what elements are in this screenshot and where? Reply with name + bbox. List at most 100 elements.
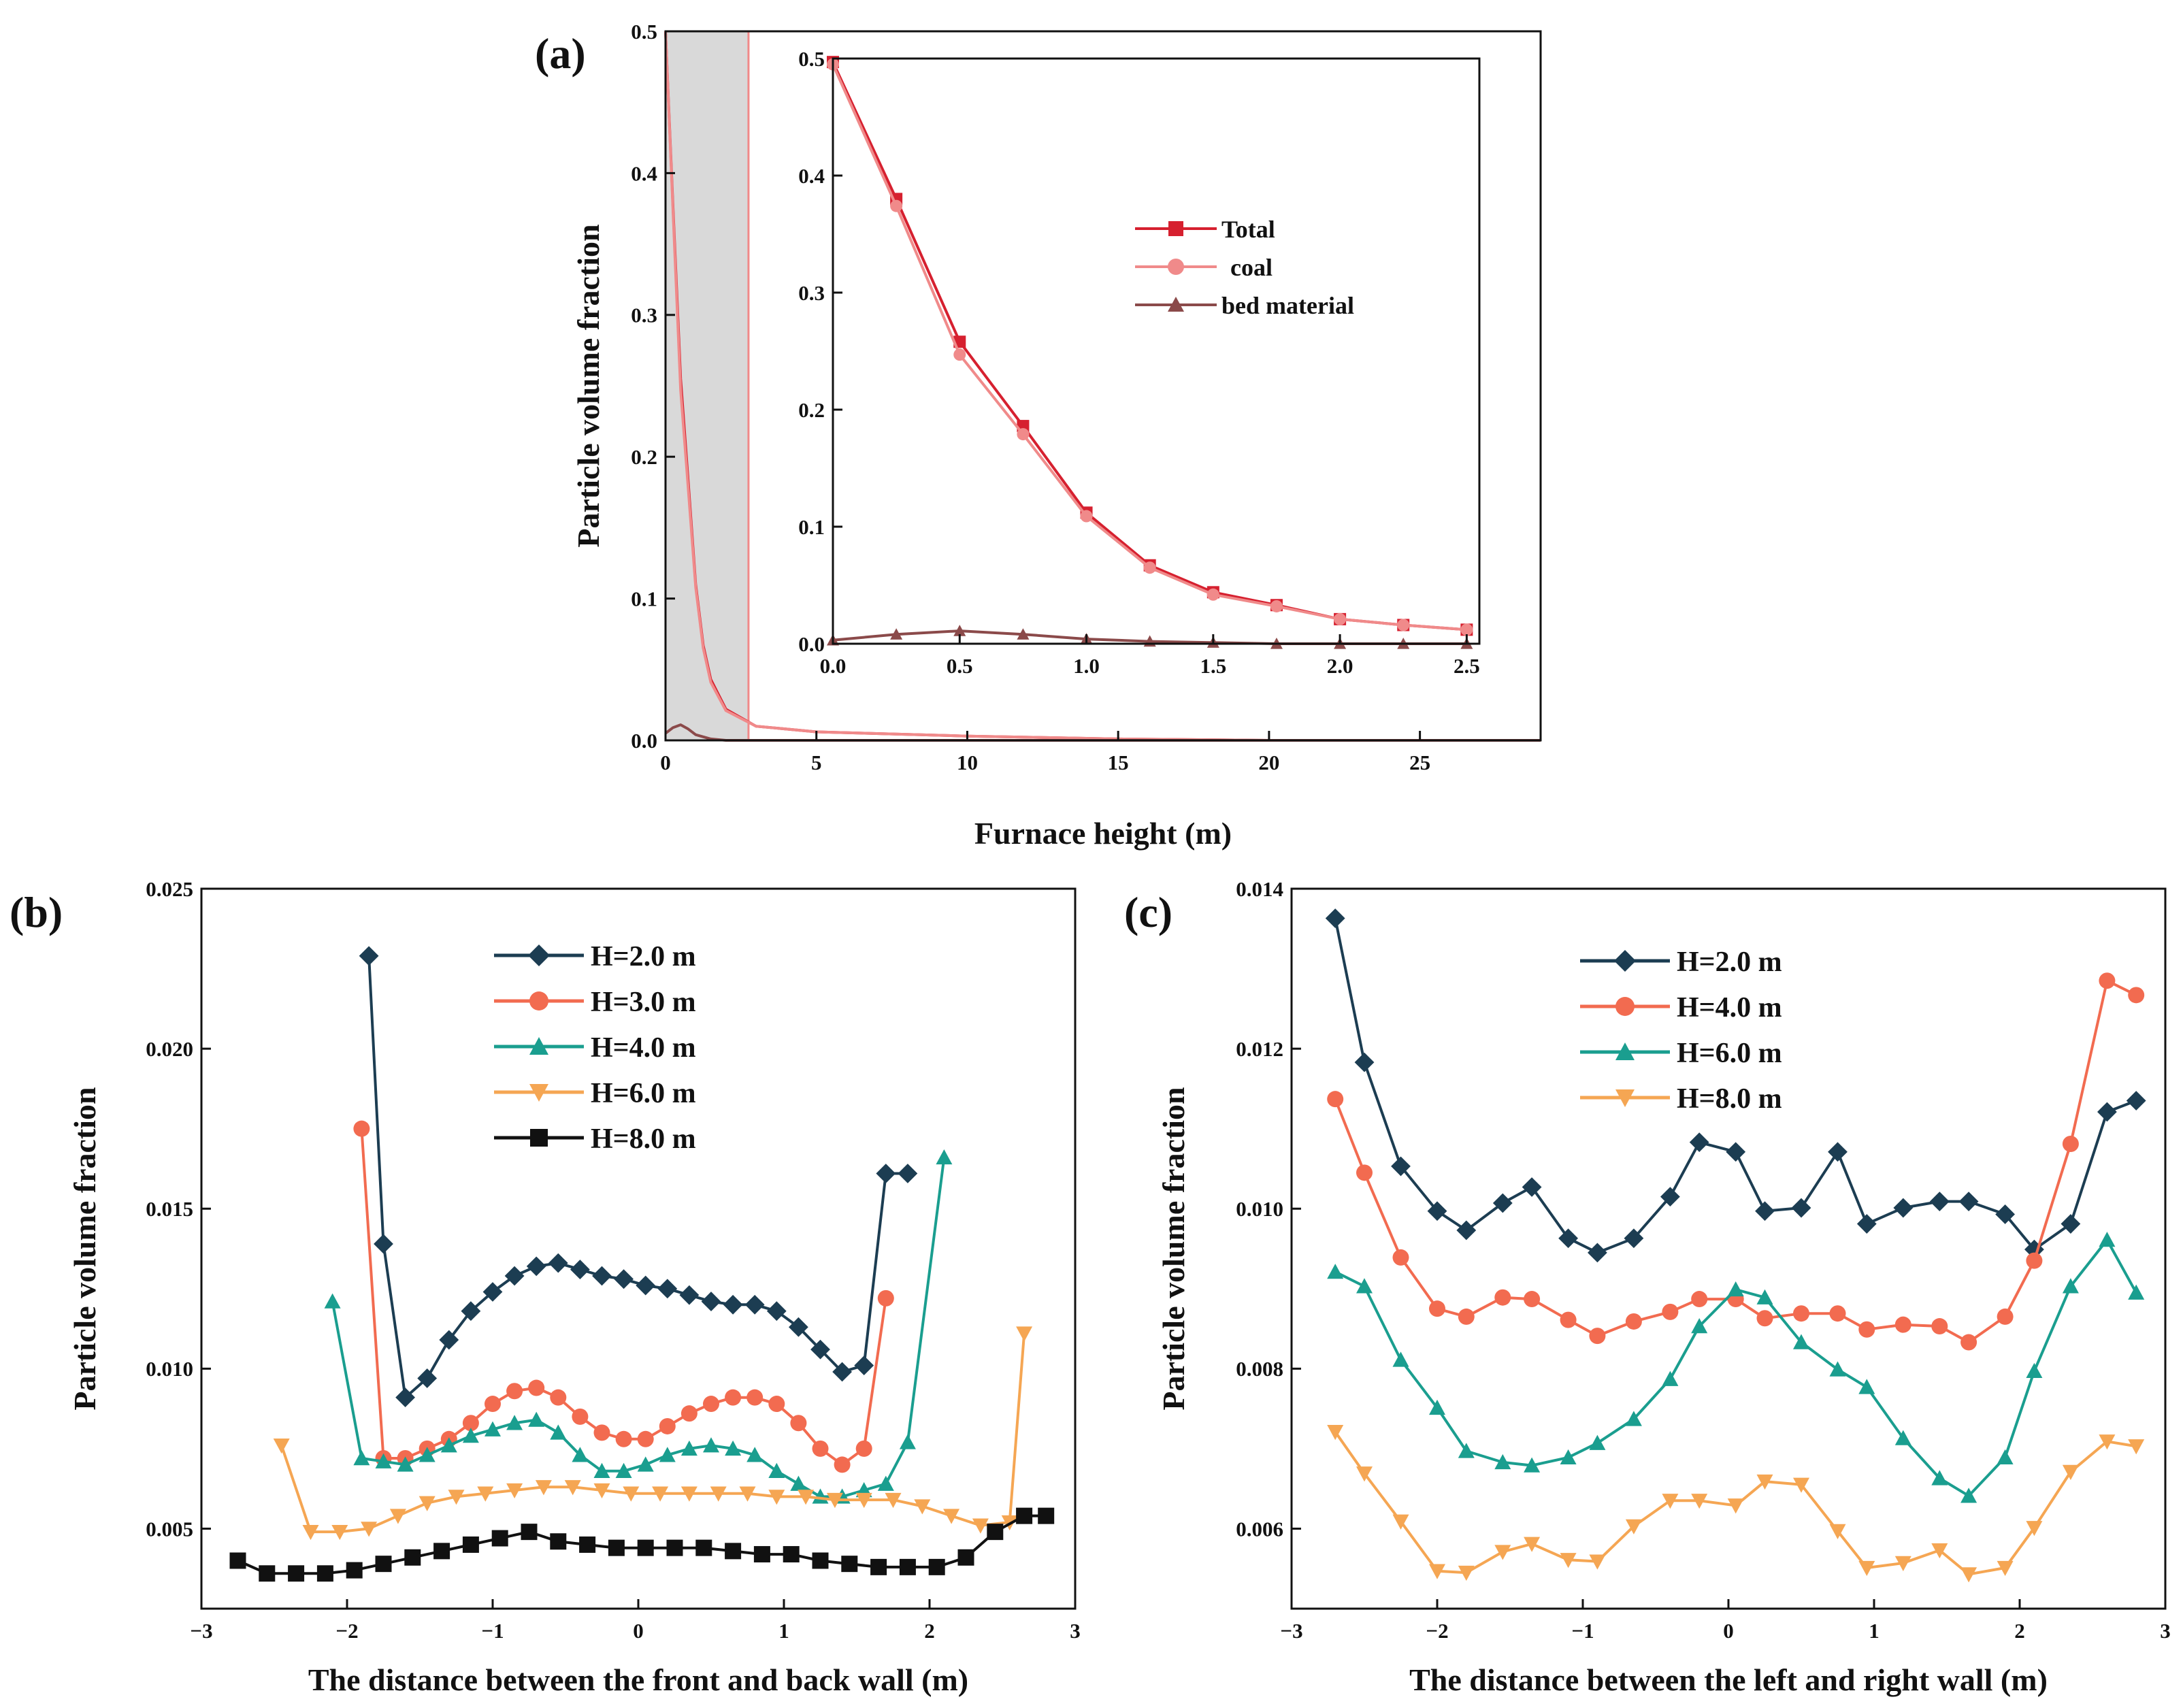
panel-c-point-h-2-0-m	[1558, 1228, 1578, 1249]
panel-c-point-h-6-0-m	[1327, 1264, 1344, 1279]
panel-c-point-h-8-0-m	[1931, 1543, 1948, 1559]
panel-c-ytick-label: 0.014	[1236, 877, 1283, 901]
panel-c-point-h-4-0-m	[1327, 1091, 1344, 1108]
panel-c-point-h-2-0-m	[1522, 1177, 1542, 1197]
panel-b-point-h-4-0-m	[899, 1434, 916, 1449]
inset-ytick-label: 0.4	[798, 164, 825, 188]
panel-b-ytick-label: 0.025	[146, 877, 193, 901]
panel-c-point-h-6-0-m	[1356, 1278, 1373, 1294]
panel-b-point-h-8-0-m	[288, 1565, 305, 1582]
panel-b-xtick-label: −3	[190, 1619, 212, 1643]
panel-b-point-h-6-0-m	[273, 1438, 290, 1454]
panel-c-point-h-8-0-m	[1894, 1556, 1911, 1571]
inset-point-coal	[1334, 612, 1347, 625]
panel-b-point-h-4-0-m	[746, 1447, 764, 1462]
panel-b-point-h-6-0-m	[710, 1486, 727, 1502]
legend-label-h2: H=2.0 m	[1677, 947, 1782, 978]
panel-b-point-h-3-0-m	[680, 1405, 697, 1422]
panel-c-point-h-4-0-m	[1589, 1328, 1606, 1345]
panel-b-point-h-6-0-m	[361, 1522, 378, 1537]
inset-ytick-label: 0.5	[798, 47, 825, 71]
panel-b-point-h-8-0-m	[666, 1539, 683, 1556]
panel-b-point-h-6-0-m	[972, 1518, 989, 1534]
panel-b-point-h-6-0-m	[477, 1486, 494, 1502]
legend-item-bed-material: bed material	[1135, 292, 1354, 319]
panel-c-point-h-6-0-m	[1829, 1361, 1846, 1377]
panel-b-point-h-6-0-m	[564, 1480, 581, 1496]
panel-b-point-h-8-0-m	[870, 1558, 887, 1575]
panel-c-point-h-2-0-m	[1893, 1198, 1914, 1218]
legend-item-h2: H=2.0 m	[1580, 947, 1782, 978]
inset-point-coal	[1017, 428, 1030, 441]
panel-b-point-h-2-0-m	[810, 1339, 830, 1360]
panel-c-point-h-6-0-m	[1560, 1449, 1577, 1465]
panel-c-point-h-8-0-m	[2026, 1521, 2043, 1537]
panel-c-point-h-2-0-m	[1929, 1192, 1950, 1212]
panel-b-xtick-label: −1	[481, 1619, 504, 1643]
inset-point-coal	[1207, 588, 1219, 601]
panel-c-point-h-8-0-m	[1458, 1565, 1475, 1581]
panel-c-point-h-8-0-m	[1356, 1466, 1373, 1482]
inset-point-coal	[1460, 623, 1473, 636]
panel-c-xtick-label: 3	[2160, 1619, 2171, 1643]
panel-a-ytick-label: 0.1	[631, 587, 657, 610]
panel-b-point-h-4-0-m	[485, 1421, 501, 1436]
panel-c-point-h-4-0-m	[1858, 1321, 1875, 1338]
panel-b-point-h-6-0-m	[739, 1486, 756, 1502]
panel-b-point-h-3-0-m	[746, 1389, 764, 1406]
legend-item-h6: H=6.0 m	[1580, 1038, 1782, 1069]
panel-b-point-h-8-0-m	[753, 1546, 770, 1563]
panel-c-ytick-label: 0.010	[1236, 1197, 1283, 1221]
panel-b-point-h-8-0-m	[404, 1549, 421, 1566]
panel-c-point-h-8-0-m	[2062, 1464, 2079, 1480]
panel-b-point-h-8-0-m	[957, 1549, 974, 1566]
panel-b-point-h-6-0-m	[448, 1490, 465, 1505]
panel-b-point-h-8-0-m	[375, 1556, 392, 1573]
panel-b-ytick-label: 0.020	[146, 1037, 193, 1061]
legend-label-h4: H=4.0 m	[1677, 992, 1782, 1023]
panel-c-xtick-label: 0	[1723, 1619, 1734, 1643]
legend-marker-triangle-down	[529, 1084, 548, 1102]
legend-marker-triangle	[1168, 297, 1184, 312]
panel-c-point-h-2-0-m	[1456, 1220, 1477, 1241]
panel-c-point-h-6-0-m	[1524, 1457, 1541, 1473]
panel-b-point-h-4-0-m	[506, 1415, 523, 1430]
panel-b-point-h-3-0-m	[572, 1408, 589, 1425]
panel-c-point-h-6-0-m	[1458, 1443, 1475, 1458]
panel-b-point-h-8-0-m	[725, 1543, 742, 1560]
panel-b-point-h-3-0-m	[506, 1383, 523, 1400]
panel-c-point-h-6-0-m	[1756, 1289, 1773, 1304]
panel-b-point-h-2-0-m	[504, 1266, 525, 1286]
panel-b-point-h-4-0-m	[462, 1428, 479, 1443]
panel-c-point-h-4-0-m	[1960, 1334, 1977, 1351]
panel-b-point-h-8-0-m	[783, 1546, 800, 1563]
panel-b-series-line-h-3-0-m	[360, 1128, 887, 1466]
panel-b-point-h-6-0-m	[855, 1492, 872, 1509]
panel-b-point-h-2-0-m	[592, 1266, 612, 1286]
panel-c-point-h-2-0-m	[1828, 1142, 1848, 1162]
panel-c-label: (c)	[1124, 888, 1172, 936]
panel-b-point-h-8-0-m	[841, 1556, 858, 1573]
panel-b-point-h-3-0-m	[812, 1440, 829, 1457]
panel-c-point-h-4-0-m	[1494, 1289, 1511, 1306]
panel-c-point-h-4-0-m	[2099, 972, 2116, 989]
panel-b-ytick-label: 0.010	[146, 1357, 193, 1381]
legend-label-total: Total	[1221, 216, 1275, 243]
panel-c-point-h-4-0-m	[1429, 1300, 1445, 1317]
panel-c-point-h-4-0-m	[1829, 1305, 1846, 1322]
panel-b-point-h-8-0-m	[259, 1565, 276, 1582]
panel-b-point-h-8-0-m	[1016, 1507, 1033, 1524]
panel-c-point-h-6-0-m	[1793, 1334, 1809, 1349]
panel-c-point-h-2-0-m	[1995, 1204, 2015, 1224]
panel-c-point-h-6-0-m	[1931, 1470, 1948, 1485]
legend-label-h6: H=6.0 m	[591, 1078, 696, 1109]
panel-b-point-h-4-0-m	[703, 1437, 719, 1453]
panel-c-point-h-8-0-m	[1662, 1494, 1679, 1509]
inset-point-coal	[1270, 600, 1283, 612]
panel-c-point-h-8-0-m	[1997, 1560, 2014, 1577]
legend-item-h2: H=2.0 m	[494, 941, 696, 972]
legend-marker-diamond	[1614, 950, 1636, 972]
panel-b-point-h-6-0-m	[826, 1492, 843, 1509]
panel-c-point-h-2-0-m	[2126, 1091, 2146, 1111]
